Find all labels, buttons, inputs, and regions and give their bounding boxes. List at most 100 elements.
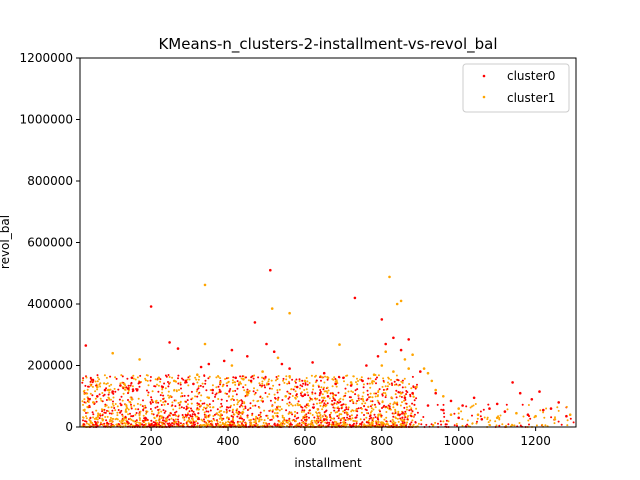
point-cluster1-0 — [203, 283, 207, 287]
point-cluster1-3 — [388, 275, 391, 279]
point-cluster0-5 — [207, 362, 211, 366]
point-cluster0-30 — [184, 379, 187, 383]
point-cluster1-40 — [534, 414, 537, 418]
point-cluster0-3 — [176, 347, 180, 350]
y-tick-label-0: 0 — [65, 420, 73, 434]
point-cluster1-19 — [122, 382, 126, 386]
point-cluster0-21 — [380, 318, 384, 321]
point-cluster0-65 — [526, 413, 530, 417]
point-cluster1-7 — [138, 358, 141, 361]
point-cluster0-34 — [295, 385, 299, 389]
point-cluster0-23 — [392, 336, 395, 340]
point-cluster0-10 — [265, 342, 268, 346]
point-cluster0-17 — [342, 376, 345, 380]
x-axis-ticks: 200 400 600 800 1000 1200 — [140, 427, 551, 448]
legend-marker-cluster0 — [482, 74, 486, 78]
point-cluster1-54 — [449, 413, 453, 417]
point-cluster0-27 — [130, 376, 134, 380]
point-cluster0-61 — [411, 391, 414, 395]
legend-box — [462, 63, 570, 113]
point-cluster1-38 — [495, 416, 499, 420]
point-cluster1-9 — [230, 364, 234, 367]
point-cluster1-51 — [399, 391, 403, 395]
point-cluster0-0 — [84, 344, 88, 347]
point-cluster0-58 — [319, 391, 322, 395]
point-cluster0-52 — [96, 395, 99, 398]
point-cluster1-12 — [384, 350, 388, 354]
point-cluster0-25 — [407, 338, 411, 341]
point-cluster1-36 — [457, 407, 461, 410]
point-cluster1-33 — [407, 367, 411, 370]
point-cluster0-36 — [349, 384, 353, 387]
point-cluster1-6 — [111, 351, 114, 355]
point-cluster1-42 — [568, 413, 572, 417]
point-cluster0-19 — [365, 364, 368, 367]
point-cluster0-9 — [253, 321, 257, 324]
chart-title: KMeans-n_clusters-2-installment-vs-revol… — [158, 35, 497, 54]
point-cluster0-28 — [138, 381, 141, 384]
point-cluster0-44 — [511, 381, 514, 384]
point-cluster1-11 — [338, 343, 341, 346]
point-cluster0-55 — [211, 388, 214, 392]
point-cluster1-20 — [157, 376, 161, 380]
point-cluster0-56 — [219, 390, 222, 393]
point-cluster1-24 — [242, 378, 245, 381]
point-cluster1-26 — [288, 375, 291, 378]
point-cluster1-27 — [303, 379, 307, 383]
point-cluster1-13 — [403, 358, 407, 361]
x-tick-label-1200: 1200 — [520, 434, 551, 448]
point-cluster1-29 — [349, 381, 353, 384]
point-cluster0-57 — [303, 393, 307, 397]
point-cluster0-51 — [103, 388, 107, 392]
x-tick-label-800: 800 — [370, 434, 393, 448]
point-cluster1-43 — [92, 401, 95, 404]
y-tick-label-600000: 600000 — [27, 236, 73, 250]
point-cluster0-1 — [149, 305, 153, 308]
point-cluster0-64 — [503, 410, 507, 413]
point-cluster1-4 — [395, 302, 399, 306]
x-tick-label-1000: 1000 — [443, 434, 474, 448]
point-cluster0-20 — [376, 355, 380, 358]
point-cluster0-67 — [565, 414, 568, 418]
point-cluster1-5 — [399, 299, 403, 303]
point-cluster1-48 — [284, 395, 288, 398]
point-cluster0-7 — [230, 348, 234, 352]
point-cluster1-45 — [169, 395, 172, 398]
point-cluster0-45 — [518, 391, 522, 395]
point-cluster0-41 — [472, 396, 476, 400]
point-cluster0-53 — [119, 384, 122, 387]
point-cluster1-37 — [476, 413, 480, 417]
point-cluster0-48 — [549, 407, 553, 410]
point-cluster0-12 — [272, 350, 276, 354]
y-tick-label-1200000: 1200000 — [20, 51, 73, 65]
points-layer — [84, 268, 572, 421]
point-cluster0-40 — [461, 404, 464, 407]
point-cluster0-18 — [353, 296, 357, 300]
y-tick-label-800000: 800000 — [27, 174, 73, 188]
point-cluster1-35 — [442, 395, 445, 398]
point-cluster0-42 — [488, 407, 491, 410]
point-cluster0-32 — [234, 376, 237, 380]
point-cluster0-47 — [538, 390, 541, 393]
x-tick-label-600: 600 — [293, 434, 316, 448]
point-cluster0-8 — [246, 355, 249, 358]
point-cluster0-29 — [161, 385, 164, 389]
point-cluster1-49 — [322, 396, 326, 400]
point-cluster0-15 — [311, 361, 314, 364]
x-axis-label: installment — [294, 456, 362, 470]
point-cluster1-10 — [276, 356, 280, 360]
point-cluster0-22 — [384, 342, 388, 346]
point-cluster0-39 — [449, 399, 453, 403]
point-cluster0-4 — [199, 365, 203, 369]
point-cluster0-26 — [419, 370, 422, 373]
legend-marker-cluster1 — [482, 95, 486, 99]
point-cluster1-18 — [107, 388, 111, 392]
point-cluster1-44 — [130, 398, 134, 401]
point-cluster1-32 — [392, 370, 395, 373]
point-cluster0-50 — [111, 390, 114, 393]
legend-label-cluster0: cluster0 — [507, 69, 555, 83]
point-cluster0-60 — [403, 396, 407, 400]
y-tick-label-400000: 400000 — [27, 297, 73, 311]
point-cluster1-2 — [288, 311, 291, 315]
